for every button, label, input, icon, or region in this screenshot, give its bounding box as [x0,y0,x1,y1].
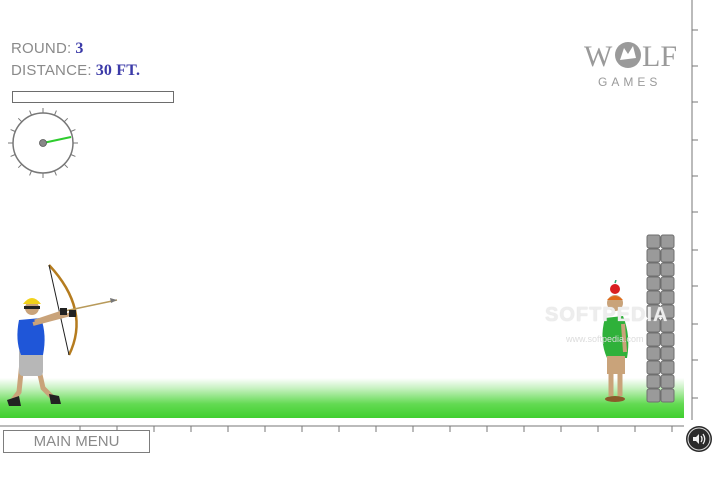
watermark: SOFTPEDIA [545,304,669,326]
sound-toggle-button[interactable] [686,426,712,452]
arrow [59,299,118,313]
logo-text-w: W [584,40,613,73]
grass-ground [0,378,684,418]
distance-value: 30 FT. [95,62,141,79]
wolf-games-logo: W LF GAMES [584,36,684,92]
round-indicator: ROUND: 3 [11,40,84,58]
logo-text-games: GAMES [598,75,661,89]
distance-ruler [0,425,684,432]
round-value: 3 [75,40,84,57]
archer-player[interactable] [5,260,135,410]
aim-angle-gauge [8,108,78,178]
gauge-needle [42,136,72,144]
stone-wall [646,234,675,403]
distance-label: DISTANCE: [11,62,92,79]
round-label: ROUND: [11,40,72,57]
logo-text-lf: LF [642,40,677,73]
apple-target [610,284,620,294]
target-person [602,280,629,402]
distance-indicator: DISTANCE: 30 FT. [11,62,140,80]
main-menu-button[interactable]: MAIN MENU [3,430,150,453]
power-bar [12,91,174,103]
bowstring [48,264,70,356]
height-ruler [691,0,698,420]
watermark-url: www.softpedia.com [566,334,644,344]
speaker-icon [687,427,711,451]
